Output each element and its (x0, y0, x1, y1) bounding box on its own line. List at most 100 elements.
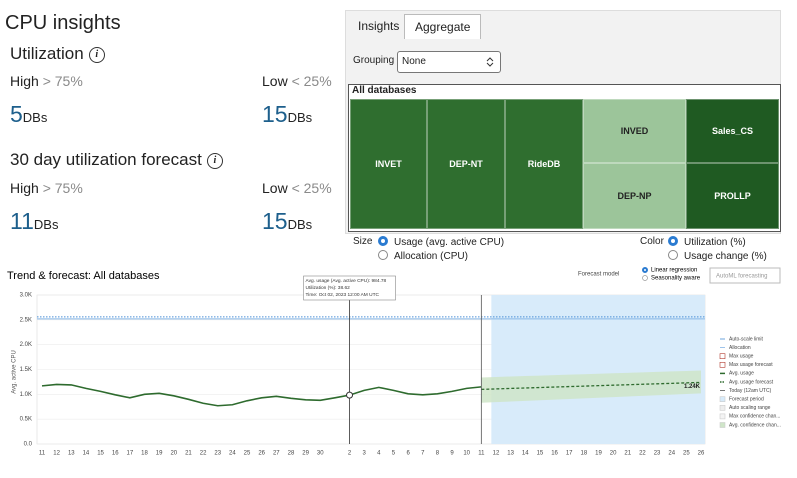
value-label: 1.24K (684, 384, 701, 390)
legend-label: Today (12am UTC) (729, 388, 772, 394)
legend-swatch (719, 362, 726, 368)
tooltip-text: Oct 02, 2023 12:00 AM UTC (319, 292, 380, 298)
x-tick-label: 12 (493, 451, 500, 457)
treemap-cell[interactable]: DEP-NT (427, 99, 505, 229)
treemap-cell[interactable]: RideDB (505, 99, 583, 229)
x-tick-label: 15 (97, 451, 104, 457)
legend-swatch (719, 422, 726, 428)
count[interactable]: 11DBs (10, 208, 58, 235)
y-tick-label: 2.5K (20, 317, 32, 323)
low-label: Low (262, 180, 288, 196)
x-tick-label: 6 (406, 451, 410, 457)
x-tick-label: 11 (478, 451, 485, 457)
x-tick-label: 20 (170, 451, 177, 457)
x-tick-label: 13 (507, 451, 514, 457)
radio[interactable] (668, 236, 678, 246)
threshold: High > 75% (10, 73, 83, 89)
forecast-model-label: Forecast model (578, 272, 619, 278)
x-tick-label: 26 (258, 451, 265, 457)
low-count: 15 (262, 101, 288, 127)
x-tick-label: 30 (317, 451, 324, 457)
trend-chart: Trend & forecast: All databases Forecast… (0, 262, 797, 458)
radio[interactable] (378, 250, 388, 260)
tooltip-text: Avg. usage (Avg. active CPU): (306, 278, 371, 284)
treemap-cell[interactable]: Sales_CS (686, 99, 779, 163)
x-tick-label: 11 (39, 451, 46, 457)
legend-label: Avg. usage forecast (729, 379, 774, 385)
x-tick-label: 23 (654, 451, 661, 457)
legend-label: Allocation (729, 345, 751, 351)
x-tick-label: 27 (273, 451, 280, 457)
low-label: Low (262, 73, 288, 89)
x-tick-label: 12 (53, 451, 60, 457)
x-tick-label: 28 (288, 451, 295, 457)
x-tick-label: 16 (112, 451, 119, 457)
y-tick-label: 2.0K (20, 342, 32, 348)
x-tick-label: 9 (450, 451, 454, 457)
legend-label: Max confidence chan... (729, 414, 780, 420)
low-threshold: < 25% (291, 180, 332, 196)
legend-label: Avg. usage (729, 371, 754, 377)
x-tick-label: 18 (581, 451, 588, 457)
x-tick-label: 3 (363, 451, 367, 457)
x-tick-label: 21 (185, 451, 192, 457)
high-count: 5 (10, 101, 23, 127)
legend-label: Max usage forecast (729, 362, 773, 368)
insights-title: CPU insights (5, 12, 121, 34)
option-label: Usage change (%) (684, 251, 767, 262)
x-tick-label: 14 (83, 451, 90, 457)
tooltip-line: Utilization (%): 38.62 (306, 285, 351, 291)
grouping-select[interactable]: None (397, 51, 501, 73)
high-label: High (10, 73, 39, 89)
y-tick-label: 1.0K (20, 392, 32, 398)
radio[interactable] (642, 275, 648, 281)
x-tick-label: 20 (610, 451, 617, 457)
treemap-cell[interactable]: PROLLP (686, 163, 779, 229)
grouping-label: Grouping (353, 55, 395, 66)
x-tick-label: 25 (244, 451, 251, 457)
radio-option[interactable]: Allocation (CPU) (378, 250, 468, 262)
radio[interactable] (642, 267, 648, 273)
x-tick-label: 23 (214, 451, 221, 457)
cursor-point (346, 391, 354, 399)
threshold: High > 75% (10, 180, 83, 196)
count[interactable]: 5DBs (10, 101, 47, 128)
x-tick-label: 21 (624, 451, 631, 457)
legend-swatch (719, 353, 726, 359)
treemap-cell[interactable]: INVED (583, 99, 686, 163)
tooltip-line: Time: Oct 02, 2023 12:00 AM UTC (306, 292, 380, 298)
utilization-label: Utilization (10, 44, 84, 63)
section-label: 30 day utilization forecast i (10, 150, 223, 170)
radio[interactable] (378, 236, 388, 246)
legend-label: Max usage (729, 354, 754, 360)
radio-option[interactable]: Usage (avg. active CPU) (378, 236, 504, 248)
tab[interactable]: Insights (358, 19, 400, 33)
count[interactable]: 15DBs (262, 101, 312, 128)
y-tick-label: 3.0K (20, 293, 32, 299)
treemap-cell[interactable]: INVET (350, 99, 427, 229)
legend-swatch (719, 413, 726, 420)
x-tick-label: 26 (698, 451, 705, 457)
x-tick-label: 15 (537, 451, 544, 457)
unit: DBs (287, 110, 313, 125)
x-tick-label: 17 (566, 451, 573, 457)
forecast-model-option: Seasonality aware (651, 276, 701, 282)
high-label: High (10, 180, 39, 196)
info-icon[interactable]: i (206, 153, 223, 169)
x-tick-label: 2 (348, 451, 352, 457)
radio-option[interactable]: Utilization (%) (668, 236, 746, 248)
count[interactable]: 15DBs (262, 208, 312, 235)
automl-box[interactable] (709, 267, 781, 284)
y-tick-label: 0.0 (24, 442, 33, 448)
info-icon[interactable]: i (88, 47, 105, 63)
radio[interactable] (668, 250, 678, 260)
unit: DBs (33, 217, 59, 232)
tab[interactable]: Aggregate (404, 14, 482, 39)
low-count: 15 (262, 208, 288, 234)
treemap-cell[interactable]: DEP-NP (583, 163, 686, 229)
x-tick-label: 19 (156, 451, 163, 457)
radio-option[interactable]: Usage change (%) (668, 250, 767, 262)
legend-label: Auto scaling range (729, 405, 771, 411)
automl-label: AutoML forecasting (716, 274, 767, 280)
tooltip-line: Avg. usage (Avg. active CPU): 984.78 (306, 278, 387, 284)
